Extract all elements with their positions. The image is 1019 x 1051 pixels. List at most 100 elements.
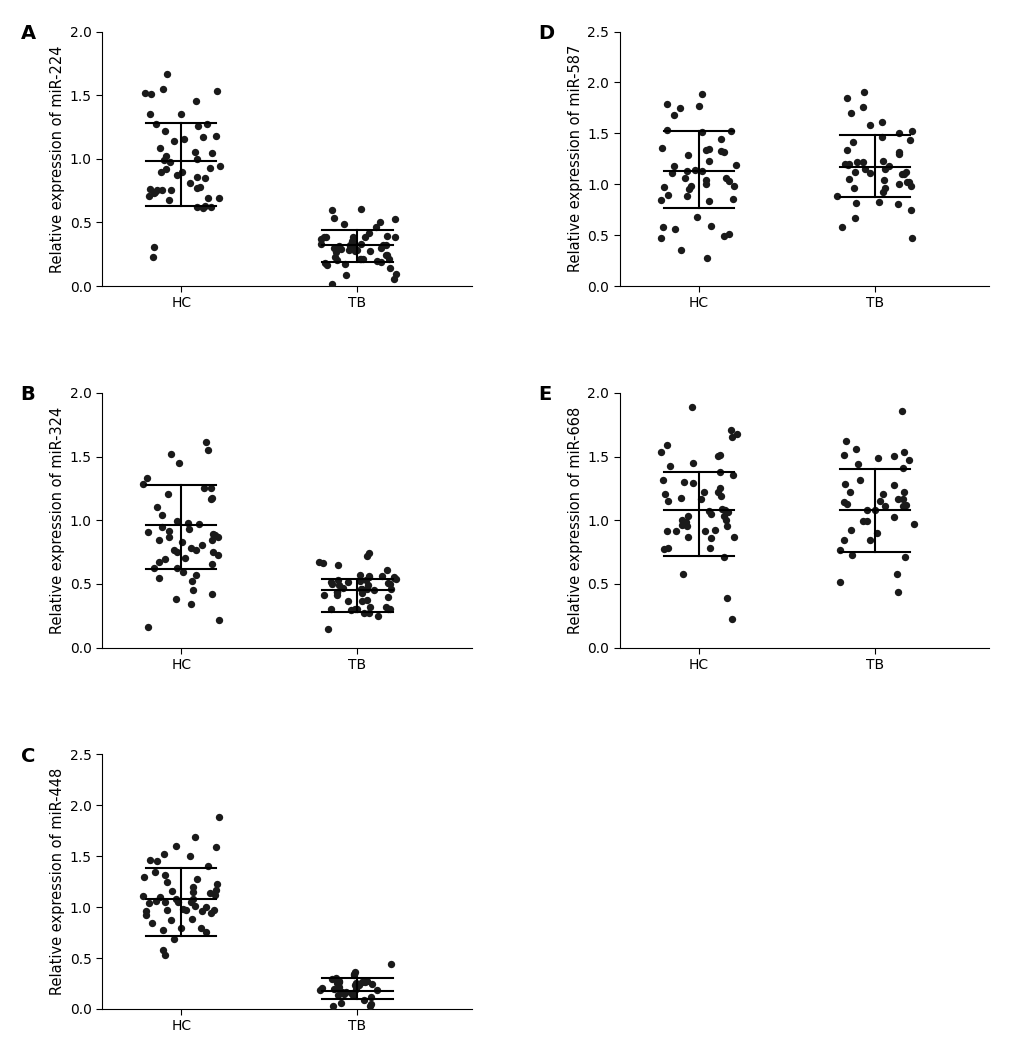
Point: [716, 512, 733, 529]
Point: [666, 221, 683, 238]
Point: [344, 987, 361, 1004]
Point: [374, 568, 390, 584]
Point: [172, 105, 189, 122]
Point: [359, 973, 375, 990]
Point: [150, 532, 166, 549]
Point: [387, 571, 404, 588]
Point: [873, 128, 890, 145]
Point: [845, 179, 861, 195]
Point: [690, 98, 706, 115]
Point: [700, 502, 716, 519]
Point: [336, 255, 353, 272]
Point: [202, 160, 218, 177]
Point: [674, 511, 690, 528]
Point: [183, 572, 200, 589]
Point: [356, 604, 372, 621]
Point: [875, 180, 892, 197]
Point: [164, 882, 180, 899]
Point: [169, 513, 185, 530]
Point: [722, 421, 739, 438]
Point: [156, 947, 172, 964]
Point: [379, 589, 395, 605]
Point: [711, 447, 728, 463]
Point: [369, 252, 385, 269]
Point: [659, 540, 676, 557]
Point: [328, 583, 344, 600]
Point: [327, 244, 343, 261]
Point: [896, 166, 912, 183]
Point: [711, 142, 728, 159]
Point: [328, 970, 344, 987]
Point: [903, 122, 919, 139]
Point: [894, 497, 910, 514]
Point: [692, 491, 708, 508]
Y-axis label: Relative expression of miR-224: Relative expression of miR-224: [50, 45, 65, 272]
Point: [720, 226, 737, 243]
Point: [204, 585, 220, 602]
Point: [715, 143, 732, 160]
Point: [328, 251, 344, 268]
Point: [725, 178, 741, 194]
Point: [846, 209, 862, 226]
Point: [382, 581, 398, 598]
Point: [195, 537, 211, 554]
Point: [200, 858, 216, 874]
Point: [359, 592, 375, 609]
Point: [357, 973, 373, 990]
Point: [210, 612, 226, 628]
Point: [378, 562, 394, 579]
Point: [157, 122, 173, 139]
Point: [715, 228, 732, 245]
Point: [323, 971, 339, 988]
Point: [890, 176, 906, 192]
Point: [379, 1006, 395, 1023]
Point: [839, 90, 855, 107]
Text: A: A: [20, 24, 36, 43]
Point: [854, 153, 870, 170]
Point: [373, 253, 389, 270]
Point: [889, 583, 905, 600]
Point: [709, 447, 726, 463]
Point: [662, 164, 679, 181]
Y-axis label: Relative expression of miR-324: Relative expression of miR-324: [50, 407, 65, 634]
Point: [317, 254, 333, 271]
Point: [884, 476, 901, 493]
Point: [711, 463, 728, 480]
Point: [203, 905, 219, 922]
Point: [351, 976, 367, 993]
Point: [327, 249, 343, 266]
Point: [840, 156, 856, 172]
Point: [180, 515, 197, 532]
Point: [840, 170, 856, 187]
Point: [158, 902, 174, 919]
Point: [683, 398, 699, 415]
Point: [658, 522, 675, 539]
Point: [184, 879, 201, 895]
Point: [366, 582, 382, 599]
Point: [198, 899, 214, 915]
Point: [209, 529, 225, 545]
Point: [190, 180, 206, 197]
Point: [138, 84, 154, 101]
Point: [696, 483, 712, 500]
Point: [151, 554, 167, 571]
Point: [211, 809, 227, 826]
Point: [312, 235, 328, 252]
Point: [347, 964, 364, 981]
Point: [340, 593, 357, 610]
Point: [387, 266, 404, 283]
Point: [713, 500, 730, 517]
Point: [359, 548, 375, 564]
Point: [159, 874, 175, 891]
Point: [386, 570, 403, 586]
Point: [342, 238, 359, 254]
Point: [135, 887, 151, 904]
Point: [347, 975, 364, 992]
Point: [658, 122, 675, 139]
Point: [149, 182, 165, 199]
Point: [144, 914, 160, 931]
Point: [342, 602, 359, 619]
Point: [346, 601, 363, 618]
Point: [890, 145, 906, 162]
Point: [717, 590, 734, 606]
